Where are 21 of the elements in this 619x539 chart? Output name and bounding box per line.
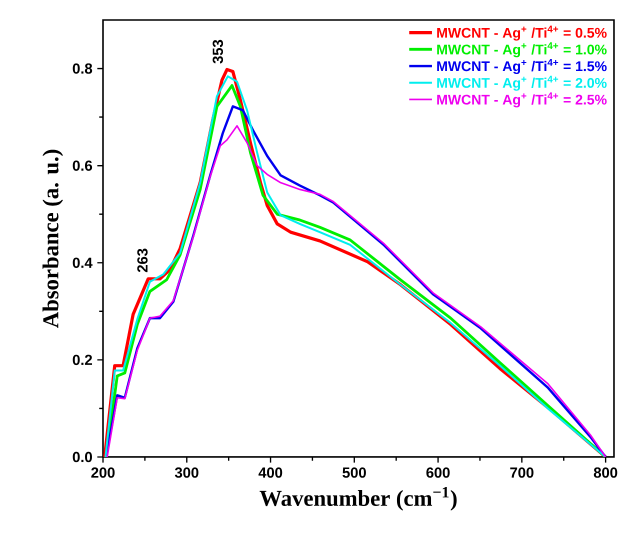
y-tick-label: 0.4	[72, 258, 93, 268]
x-tick-label: 400	[258, 467, 282, 478]
y-tick-label: 0.2	[72, 354, 92, 366]
y-axis-title: Absorbance (a. u.)	[42, 150, 64, 328]
x-tick-label: 700	[510, 467, 534, 478]
x-tick-label: 300	[174, 467, 198, 478]
annotation: 263	[137, 248, 148, 272]
legend-label: MWCNT - Ag$^{+}$ /Ti$^{4+}$ = 1.5%	[437, 58, 607, 74]
legend-label: MWCNT - Ag$^{+}$ /Ti$^{4+}$ = 0.5%	[437, 26, 607, 41]
annotation: 353	[212, 40, 224, 64]
legend-label: MWCNT - Ag$^{+}$ /Ti$^{4+}$ = 1.0%	[437, 42, 607, 58]
x-tick-label: 600	[426, 467, 450, 478]
y-tick-label: 0.6	[72, 160, 92, 171]
x-tick-label: 200	[91, 467, 115, 478]
legend-label: MWCNT - Ag$^{+}$ /Ti$^{4+}$ = 2.5%	[437, 92, 607, 108]
x-tick-label: 800	[594, 467, 618, 478]
y-tick-label: 0.8	[72, 63, 92, 74]
x-tick-label: 500	[342, 467, 366, 478]
x-axis-title: Wavenumber (cm$^{−1}$)	[260, 486, 457, 511]
y-tick-label: 0.0	[72, 452, 92, 462]
legend-label: MWCNT - Ag$^{+}$ /Ti$^{4+}$ = 2.0%	[437, 76, 607, 91]
